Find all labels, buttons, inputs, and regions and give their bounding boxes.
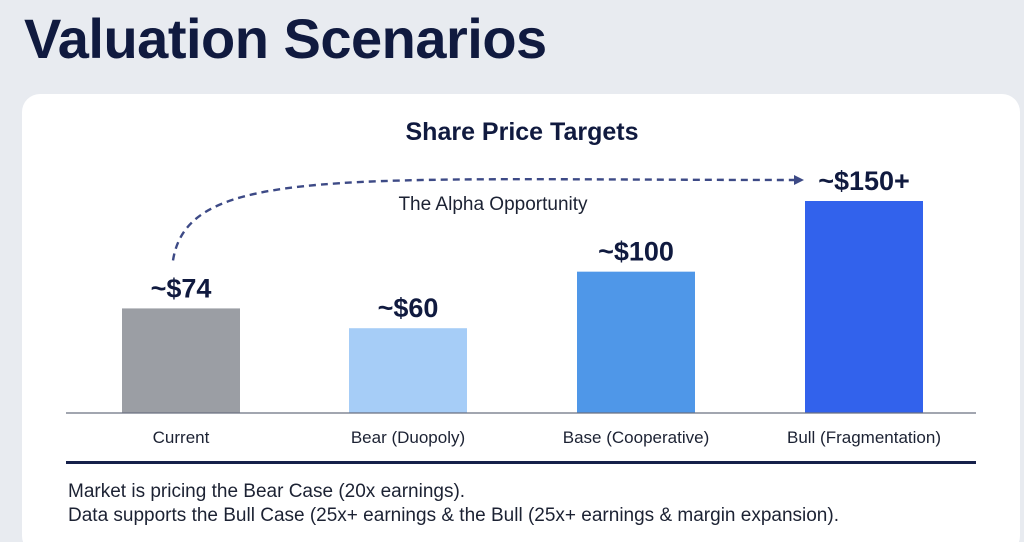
chart-title: Share Price Targets [406,118,639,146]
category-label-bull-fragmentation: Bull (Fragmentation) [787,428,941,447]
bar-current [122,308,240,413]
footer-divider [66,461,976,464]
category-label-current: Current [153,428,210,447]
alpha-opportunity-arrow [171,174,804,261]
value-label-base-cooperative: ~$100 [598,237,674,267]
bar-bear-duopoly [349,328,467,413]
alpha-opportunity-label: The Alpha Opportunity [398,194,588,215]
page-title: Valuation Scenarios [24,7,547,70]
value-label-bear-duopoly: ~$60 [378,293,439,323]
bar-bull-fragmentation [805,201,923,413]
bar-base-cooperative [577,271,695,413]
footer-line-2: Data supports the Bull Case (25x+ earnin… [68,505,839,526]
category-label-bear-duopoly: Bear (Duopoly) [351,428,465,447]
footer-line-1: Market is pricing the Bear Case (20x ear… [68,481,466,502]
value-label-bull-fragmentation: ~$150+ [818,166,910,196]
category-label-base-cooperative: Base (Cooperative) [563,428,709,447]
value-label-current: ~$74 [151,273,212,303]
